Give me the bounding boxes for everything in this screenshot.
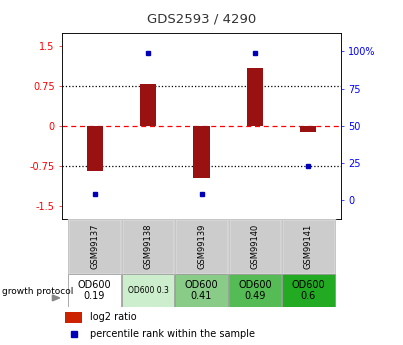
Text: GDS2593 / 4290: GDS2593 / 4290 <box>147 12 256 25</box>
Bar <box>87 126 103 171</box>
Polygon shape <box>52 295 60 301</box>
Bar <box>122 274 174 307</box>
Bar <box>175 219 228 274</box>
Text: GSM99139: GSM99139 <box>197 224 206 269</box>
Bar <box>300 126 316 132</box>
Text: GSM99137: GSM99137 <box>90 224 99 269</box>
Text: OD600 0.3: OD600 0.3 <box>128 286 168 295</box>
Bar <box>175 219 228 274</box>
Text: OD600
0.19: OD600 0.19 <box>78 280 111 301</box>
Bar <box>65 312 82 323</box>
Bar <box>122 219 174 274</box>
Bar <box>140 85 156 126</box>
Text: OD600
0.6: OD600 0.6 <box>292 280 325 301</box>
Bar <box>229 219 281 274</box>
Bar <box>229 274 281 307</box>
Text: GSM99138: GSM99138 <box>143 224 152 269</box>
Text: GSM99140: GSM99140 <box>251 224 260 269</box>
Bar <box>282 274 335 307</box>
Text: growth protocol: growth protocol <box>2 287 73 296</box>
Bar <box>282 219 335 274</box>
Bar <box>122 219 174 274</box>
Text: log2 ratio: log2 ratio <box>90 312 137 322</box>
Bar <box>68 274 121 307</box>
Bar <box>175 274 228 307</box>
Bar <box>68 219 121 274</box>
Text: GSM99141: GSM99141 <box>304 224 313 269</box>
Bar <box>282 219 335 274</box>
Bar <box>247 68 263 126</box>
Bar <box>229 219 281 274</box>
Text: percentile rank within the sample: percentile rank within the sample <box>90 329 255 339</box>
Text: OD600
0.41: OD600 0.41 <box>185 280 218 301</box>
Bar <box>193 126 210 178</box>
Bar <box>68 219 121 274</box>
Text: OD600
0.49: OD600 0.49 <box>238 280 272 301</box>
